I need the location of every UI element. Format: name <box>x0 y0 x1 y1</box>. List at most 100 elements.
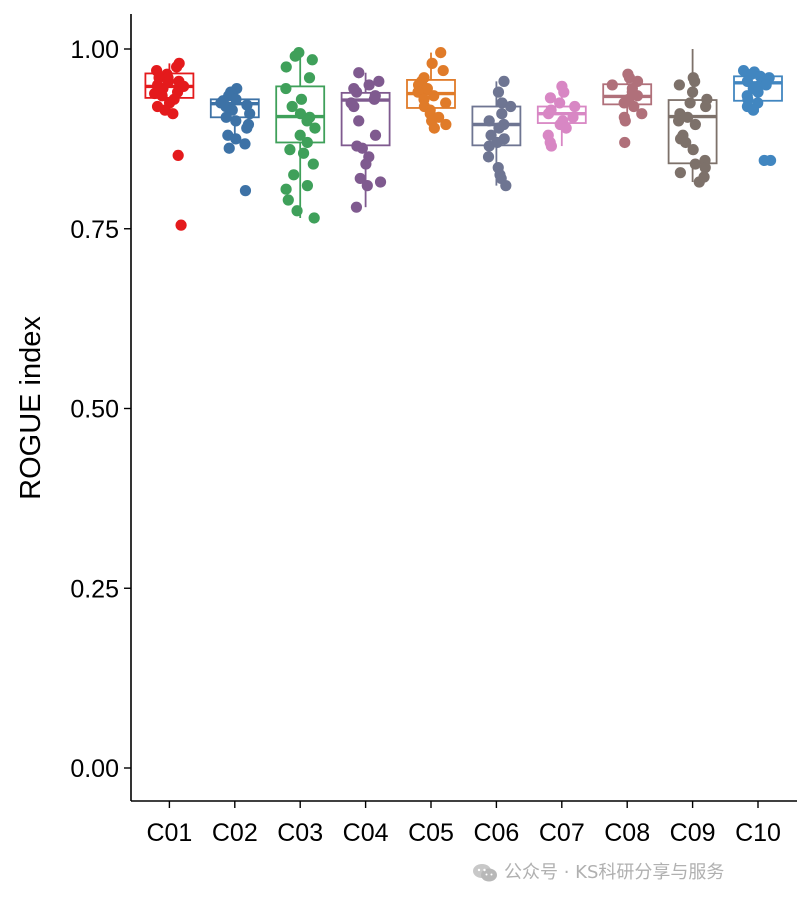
data-point <box>693 176 705 188</box>
x-tick-label: C06 <box>473 819 519 847</box>
data-point <box>244 108 256 120</box>
data-point <box>241 122 253 134</box>
data-point <box>230 93 242 105</box>
x-tick-label: C03 <box>277 819 323 847</box>
data-point <box>172 149 184 162</box>
x-tick-label: C07 <box>539 819 585 847</box>
data-point <box>492 86 505 98</box>
data-point <box>297 147 310 159</box>
data-point <box>428 90 440 102</box>
data-point <box>295 93 308 105</box>
data-point <box>545 140 557 152</box>
data-point <box>167 108 179 120</box>
data-point <box>230 133 242 145</box>
data-point <box>280 183 292 195</box>
data-point <box>674 167 686 179</box>
data-point <box>505 100 517 113</box>
data-point <box>284 144 296 156</box>
data-point <box>306 54 318 66</box>
data-point <box>619 136 631 149</box>
data-point <box>356 142 368 154</box>
data-point <box>363 79 375 91</box>
data-point <box>752 86 764 98</box>
data-point <box>241 99 253 111</box>
y-tick-label: 0.75 <box>70 216 119 244</box>
data-point <box>684 97 696 109</box>
y-tick-label: 0.50 <box>70 396 119 424</box>
data-point <box>680 136 692 149</box>
data-point <box>350 201 363 213</box>
data-point <box>544 92 557 104</box>
data-point <box>301 180 314 192</box>
data-point <box>289 50 301 62</box>
data-point <box>435 46 447 59</box>
data-point <box>606 79 618 91</box>
data-point <box>700 100 712 113</box>
data-point <box>428 122 440 134</box>
data-point <box>173 57 185 69</box>
data-point <box>291 205 303 217</box>
data-point <box>353 115 365 127</box>
data-point <box>239 138 251 150</box>
data-point <box>554 97 566 109</box>
data-point <box>482 151 495 163</box>
data-point <box>288 169 300 181</box>
data-point <box>374 176 387 188</box>
data-point <box>354 172 366 185</box>
data-point <box>689 118 701 131</box>
y-tick-label: 0.25 <box>70 575 119 603</box>
axes: 0.00 0.25 0.50 0.75 1.00 C01 C02 C03 C04 C05 C06 C0… <box>70 14 797 847</box>
data-point <box>496 97 508 109</box>
data-point <box>567 111 579 123</box>
x-tick-label: C02 <box>212 819 258 847</box>
data-point <box>175 219 187 231</box>
x-tick-label: C08 <box>604 819 650 847</box>
data-point <box>294 108 307 120</box>
data-point <box>303 72 316 84</box>
data-point <box>689 158 701 170</box>
data-point <box>628 100 640 113</box>
data-point <box>686 86 699 98</box>
data-point <box>421 82 433 95</box>
data-point <box>681 111 694 123</box>
data-point <box>360 158 372 170</box>
data-point <box>350 86 363 98</box>
data-point <box>239 185 252 197</box>
data-point <box>673 115 685 127</box>
data-point <box>223 142 235 154</box>
data-point <box>558 86 570 98</box>
data-point <box>230 115 242 127</box>
data-point <box>301 115 313 127</box>
data-point <box>308 212 320 224</box>
data-point <box>307 158 319 170</box>
x-tick-label: C04 <box>343 819 389 847</box>
plot-area <box>144 46 783 231</box>
data-point <box>309 122 321 134</box>
data-point <box>689 75 701 87</box>
data-point <box>280 61 292 73</box>
data-point <box>152 82 164 95</box>
data-point <box>687 144 699 156</box>
data-point <box>699 162 711 174</box>
watermark-text: 公众号 · KS科研分享与服务 <box>504 862 725 883</box>
x-tick-label: C01 <box>146 819 192 847</box>
data-point <box>361 180 373 192</box>
data-point <box>542 108 555 120</box>
data-point <box>500 180 512 192</box>
data-point <box>498 75 510 87</box>
data-point <box>282 194 294 206</box>
data-point <box>368 93 380 105</box>
data-point <box>440 118 452 131</box>
data-point <box>631 90 643 102</box>
data-point <box>220 111 232 123</box>
y-tick-label: 0.00 <box>70 755 119 783</box>
data-point <box>162 75 174 87</box>
x-tick-label: C05 <box>408 819 454 847</box>
data-point <box>373 75 385 87</box>
data-point <box>673 79 685 91</box>
data-point <box>348 100 360 113</box>
data-point <box>636 108 648 120</box>
y-axis-label: ROGUE index <box>15 316 47 500</box>
x-tick-label: C09 <box>670 819 716 847</box>
data-point <box>437 64 449 77</box>
